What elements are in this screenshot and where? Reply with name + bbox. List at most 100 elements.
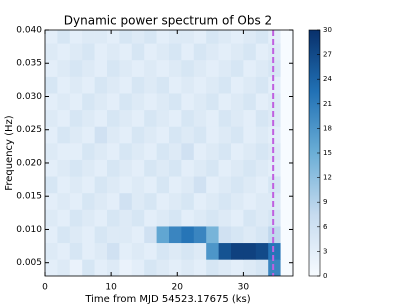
cell bbox=[255, 109, 269, 127]
cell bbox=[94, 126, 108, 144]
cell bbox=[193, 43, 207, 61]
cell bbox=[243, 259, 257, 276]
cell bbox=[69, 43, 83, 61]
cell bbox=[156, 126, 170, 144]
cell bbox=[45, 242, 58, 260]
y-tick-label: 0.035 bbox=[16, 59, 42, 69]
colorbar-tick-label: 3 bbox=[323, 247, 327, 255]
x-tick-label: 0 bbox=[42, 283, 48, 293]
y-tick-label: 0.030 bbox=[16, 92, 42, 102]
cell bbox=[280, 109, 293, 127]
cell bbox=[243, 192, 257, 210]
cell bbox=[69, 93, 83, 111]
cell bbox=[255, 226, 269, 244]
cell bbox=[280, 176, 293, 194]
cell bbox=[144, 226, 157, 244]
cell bbox=[107, 192, 120, 210]
cell bbox=[280, 226, 293, 244]
cell bbox=[268, 43, 281, 61]
cell bbox=[94, 176, 108, 194]
colorbar-tick-label: 24 bbox=[323, 75, 332, 83]
cell bbox=[243, 143, 257, 160]
cell bbox=[82, 30, 95, 44]
cell bbox=[268, 176, 281, 194]
cell bbox=[280, 192, 293, 210]
cell bbox=[255, 159, 269, 177]
cell bbox=[107, 242, 120, 260]
cell bbox=[107, 126, 120, 144]
cell bbox=[231, 30, 244, 44]
cell bbox=[156, 109, 170, 127]
cell bbox=[94, 76, 108, 94]
cell bbox=[45, 176, 58, 194]
cell bbox=[82, 159, 95, 177]
cell bbox=[144, 59, 157, 77]
cell bbox=[69, 143, 83, 160]
cell bbox=[57, 176, 71, 194]
x-tick-label: 30 bbox=[238, 283, 250, 293]
cell bbox=[243, 30, 257, 44]
cell bbox=[107, 159, 120, 177]
cell bbox=[255, 242, 269, 260]
cell bbox=[206, 143, 219, 160]
cell bbox=[144, 43, 157, 61]
cell bbox=[255, 192, 269, 210]
cell bbox=[231, 109, 244, 127]
cell bbox=[181, 30, 195, 44]
cell bbox=[218, 93, 232, 111]
cell bbox=[69, 76, 83, 94]
cell bbox=[280, 30, 293, 44]
cell bbox=[131, 109, 145, 127]
cell bbox=[231, 259, 244, 276]
cell bbox=[156, 259, 170, 276]
cell bbox=[156, 192, 170, 210]
cell bbox=[57, 126, 71, 144]
cell bbox=[119, 143, 133, 160]
cell bbox=[57, 93, 71, 111]
cell bbox=[94, 259, 108, 276]
cell bbox=[94, 59, 108, 77]
cell bbox=[119, 192, 133, 210]
cell bbox=[69, 242, 83, 260]
cell bbox=[206, 209, 219, 227]
cell bbox=[45, 259, 58, 276]
cell bbox=[231, 76, 244, 94]
cell bbox=[231, 59, 244, 77]
cell bbox=[193, 30, 207, 44]
cell bbox=[45, 209, 58, 227]
cell bbox=[69, 30, 83, 44]
cell bbox=[231, 192, 244, 210]
cell bbox=[218, 209, 232, 227]
cell bbox=[107, 76, 120, 94]
cell bbox=[169, 159, 182, 177]
cell bbox=[156, 176, 170, 194]
cell bbox=[280, 126, 293, 144]
cell bbox=[268, 209, 281, 227]
cell bbox=[57, 259, 71, 276]
cell bbox=[82, 76, 95, 94]
cell bbox=[280, 143, 293, 160]
cell bbox=[82, 242, 95, 260]
cell bbox=[94, 242, 108, 260]
cell bbox=[169, 76, 182, 94]
cell bbox=[193, 192, 207, 210]
colorbar-tick-label: 21 bbox=[323, 100, 332, 108]
colorbar-tick-label: 9 bbox=[323, 198, 327, 206]
cell bbox=[45, 126, 58, 144]
cell bbox=[169, 192, 182, 210]
cell bbox=[119, 159, 133, 177]
y-tick-label: 0.010 bbox=[16, 225, 42, 235]
cell bbox=[57, 226, 71, 244]
heatmap bbox=[45, 30, 293, 276]
cell bbox=[268, 259, 281, 276]
cell bbox=[218, 59, 232, 77]
cell bbox=[181, 76, 195, 94]
cell bbox=[119, 259, 133, 276]
cell bbox=[94, 30, 108, 44]
cell bbox=[193, 126, 207, 144]
cell bbox=[69, 226, 83, 244]
y-tick-label: 0.005 bbox=[16, 258, 42, 268]
cell bbox=[218, 43, 232, 61]
cell bbox=[243, 226, 257, 244]
